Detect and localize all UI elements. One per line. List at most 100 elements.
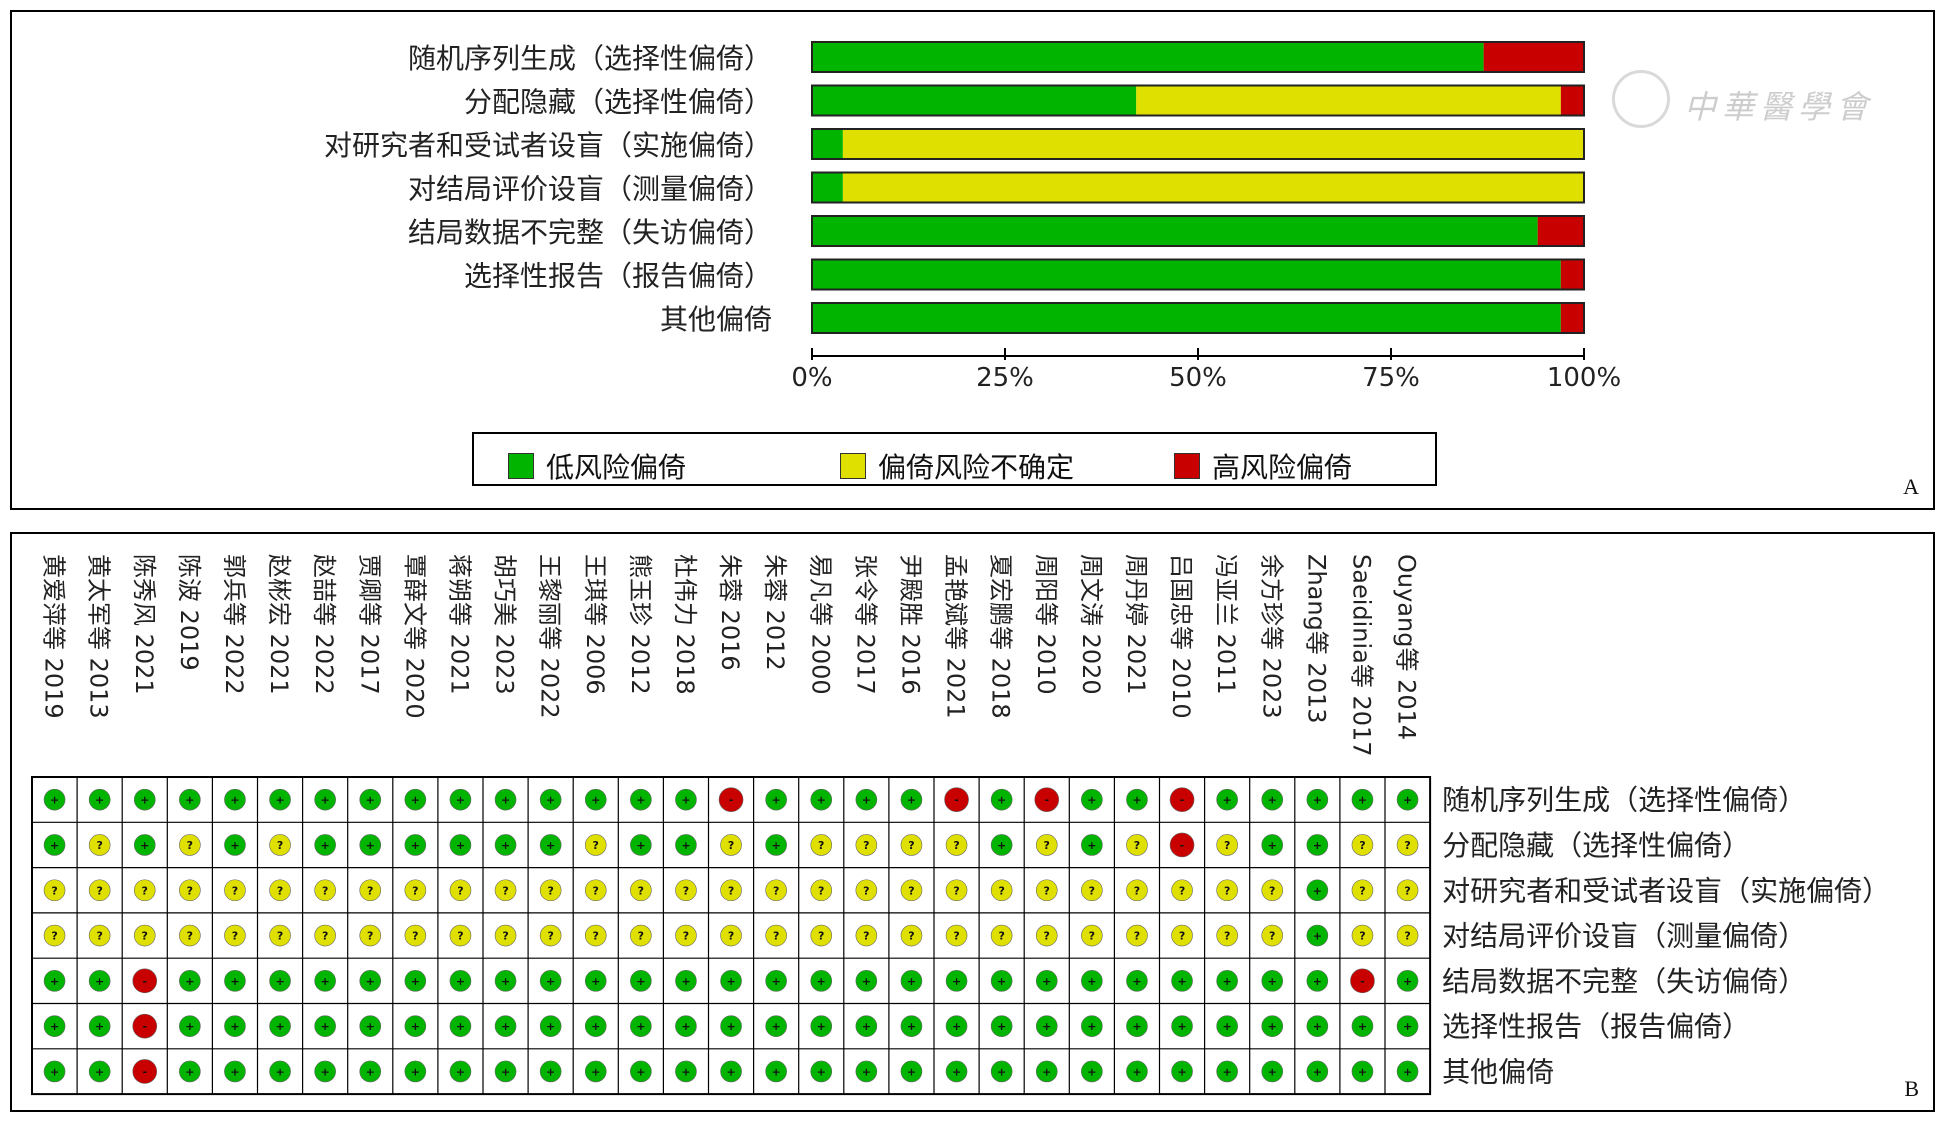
rating-symbol: + xyxy=(1313,884,1322,897)
rating-dot-unclear xyxy=(404,879,427,902)
rating-symbol: + xyxy=(772,794,781,807)
rating-dot-low xyxy=(1306,924,1329,947)
rating-dot-unclear xyxy=(765,924,787,947)
rating-dot-unclear xyxy=(1035,924,1058,947)
study-label: 赵彬宏 2021 xyxy=(265,554,293,695)
rating-dot-low xyxy=(855,970,878,992)
rating-dot-low xyxy=(1306,879,1329,902)
legend-label-high: 高风险偏倚 xyxy=(1212,451,1353,484)
rating-dot-unclear xyxy=(900,924,923,947)
rating-dot-unclear xyxy=(539,924,562,947)
rating-symbol: + xyxy=(862,1020,871,1033)
rating-dot-low xyxy=(133,788,156,811)
rating-symbol: + xyxy=(546,794,555,807)
rating-symbol: - xyxy=(142,1065,147,1078)
rating-dot-low xyxy=(1216,1060,1238,1083)
category-label: 对研究者和受试者设盲（实施偏倚） xyxy=(324,129,772,162)
rating-symbol: + xyxy=(907,794,916,807)
rating-symbol: ? xyxy=(953,884,959,897)
study-label: 周丹婷 2021 xyxy=(1122,554,1150,695)
rating-dot-low xyxy=(765,1015,787,1037)
domain-label: 结局数据不完整（失访偏倚） xyxy=(1442,965,1806,998)
study-label: 覃薛文等 2020 xyxy=(400,554,428,719)
domain-label: 对结局评价设盲（测量偏倚） xyxy=(1442,920,1806,953)
rating-dot-unclear xyxy=(1351,834,1374,856)
rating-symbol: + xyxy=(185,975,194,988)
rating-dot-low xyxy=(810,970,833,992)
bar-outline xyxy=(811,302,1585,334)
study-label: 杜伟力 2018 xyxy=(671,554,699,695)
rating-symbol: + xyxy=(411,1065,420,1078)
rating-dot-unclear xyxy=(1216,924,1238,947)
rating-symbol: + xyxy=(366,839,375,852)
rating-dot-low xyxy=(630,788,652,811)
study-label: 胡巧美 2023 xyxy=(491,554,519,695)
rating-dot-high xyxy=(944,787,969,812)
rating-symbol: + xyxy=(275,1020,284,1033)
rating-symbol: + xyxy=(50,794,59,807)
rating-symbol: + xyxy=(997,839,1006,852)
rating-dot-unclear xyxy=(675,879,697,902)
rating-symbol: + xyxy=(726,1020,735,1033)
legend-item-unclear: 偏倚风险不确定 xyxy=(840,446,1074,486)
study-label: 张令等 2017 xyxy=(851,554,879,695)
rating-dot-unclear xyxy=(449,879,472,902)
rating-dot-unclear xyxy=(539,879,562,902)
study-label: 黄爱萍等 2019 xyxy=(40,554,68,719)
bar-segment-low xyxy=(812,303,1561,333)
rating-symbol: + xyxy=(230,1065,239,1078)
study-label: 周文涛 2020 xyxy=(1077,554,1105,695)
bar-outline xyxy=(811,171,1585,204)
rating-dot-low xyxy=(1171,970,1193,992)
rating-symbol: ? xyxy=(818,839,824,852)
rating-symbol: + xyxy=(1042,1065,1051,1078)
rating-dot-unclear xyxy=(945,924,968,947)
rating-symbol: ? xyxy=(502,930,508,943)
rating-dot-unclear xyxy=(584,879,607,902)
rating-dot-low xyxy=(765,788,787,811)
rating-dot-unclear xyxy=(810,879,833,902)
rating-symbol: + xyxy=(456,794,465,807)
study-label: 余方珍等 2023 xyxy=(1257,554,1285,719)
rating-symbol: ? xyxy=(593,930,599,943)
bar-outline xyxy=(811,128,1585,160)
study-label: 朱蓉 2016 xyxy=(716,554,744,671)
rating-symbol: + xyxy=(1087,1020,1096,1033)
study-label: 王黎丽等 2022 xyxy=(536,554,564,719)
rating-dot-unclear xyxy=(720,924,742,947)
rating-symbol: + xyxy=(1403,975,1412,988)
rating-dot-low xyxy=(630,1060,652,1083)
rating-symbol: ? xyxy=(96,839,102,852)
legend-label-low: 低风险偏倚 xyxy=(546,451,687,484)
rating-dot-unclear xyxy=(179,834,201,856)
rating-symbol: ? xyxy=(1359,839,1365,852)
rating-dot-unclear xyxy=(43,924,66,947)
rating-dot-unclear xyxy=(810,834,833,856)
rating-dot-low xyxy=(539,1015,562,1037)
bar-segment-low xyxy=(812,85,1137,116)
rating-dot-low xyxy=(43,1015,66,1037)
rating-dot-low xyxy=(720,1015,742,1037)
rating-dot-unclear xyxy=(1081,879,1103,902)
rating-dot-low xyxy=(269,1015,291,1037)
legend-swatch-low xyxy=(508,453,534,479)
rating-symbol: + xyxy=(546,839,555,852)
panel-letter-b: B xyxy=(1904,1076,1919,1101)
category-label: 对结局评价设盲（测量偏倚） xyxy=(408,173,772,206)
rating-symbol: ? xyxy=(457,884,463,897)
rating-dot-unclear xyxy=(630,879,652,902)
rating-symbol: ? xyxy=(1089,884,1095,897)
rating-dot-unclear xyxy=(1035,879,1058,902)
rating-symbol: + xyxy=(1087,975,1096,988)
rating-dot-low xyxy=(224,1060,246,1083)
rating-dot-low xyxy=(810,788,833,811)
rating-symbol: + xyxy=(681,794,690,807)
rating-dot-unclear xyxy=(855,879,878,902)
rating-dot-unclear xyxy=(43,879,66,902)
rating-symbol: + xyxy=(907,1020,916,1033)
rating-dot-low xyxy=(1126,970,1148,992)
study-label: Ouyang等 2014 xyxy=(1393,554,1421,740)
rating-dot-unclear xyxy=(900,834,923,856)
rating-symbol: + xyxy=(862,1065,871,1078)
rating-dot-low xyxy=(765,1060,787,1083)
